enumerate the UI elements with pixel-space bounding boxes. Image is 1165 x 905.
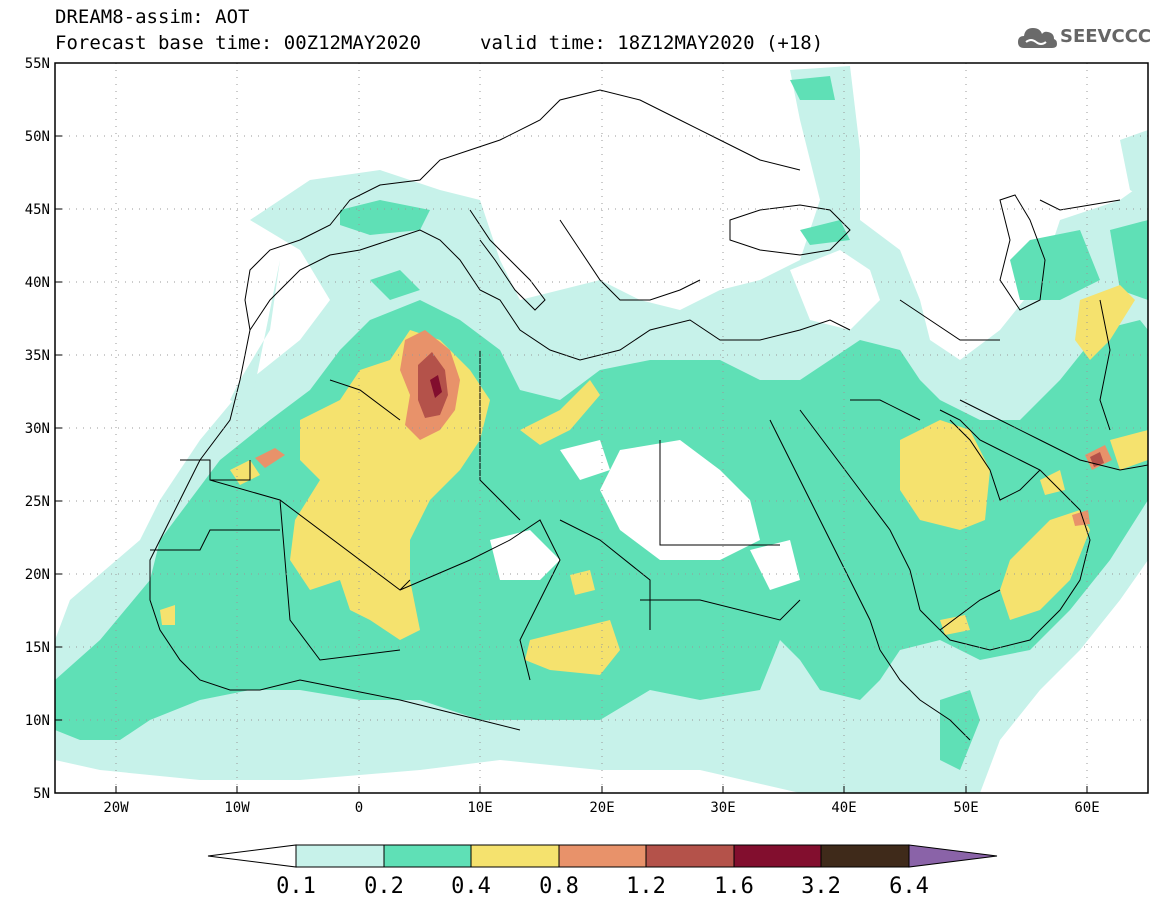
legend-swatch-above xyxy=(908,844,998,868)
legend-swatch xyxy=(383,844,472,868)
legend-swatch xyxy=(470,844,560,868)
lon-label: 20W xyxy=(103,800,129,816)
lon-label: 60E xyxy=(1074,800,1099,816)
longitude-labels: 20W 10W 0 10E 20E 30E 40E 50E 60E xyxy=(103,800,1099,816)
lat-label: 40N xyxy=(25,275,50,291)
legend-label: 1.6 xyxy=(714,874,754,899)
legend-label: 0.1 xyxy=(276,874,316,899)
lon-label: 10E xyxy=(467,800,492,816)
legend-label: 0.8 xyxy=(539,874,579,899)
aot-low-regions xyxy=(490,250,880,590)
legend-swatch xyxy=(733,844,822,868)
lat-label: 10N xyxy=(25,713,50,729)
legend-label: 3.2 xyxy=(801,874,841,899)
color-legend xyxy=(207,844,998,868)
lon-label: 10W xyxy=(224,800,250,816)
valid-time: valid time: 18Z12MAY2020 (+18) xyxy=(480,32,824,54)
lat-label: 45N xyxy=(25,202,50,218)
forecast-base-time: Forecast base time: 00Z12MAY2020 xyxy=(55,32,422,54)
legend-label: 0.2 xyxy=(364,874,404,899)
lat-label: 55N xyxy=(25,56,50,72)
legend-label: 6.4 xyxy=(889,874,929,899)
map-title: DREAM8-assim: AOT xyxy=(55,6,250,28)
lat-label: 50N xyxy=(25,129,50,145)
lon-label: 20E xyxy=(589,800,614,816)
seevccc-logo: SEEVCCC xyxy=(1016,22,1156,54)
coastlines-borders xyxy=(149,89,1148,741)
legend-label: 1.2 xyxy=(626,874,666,899)
lon-label: 50E xyxy=(953,800,978,816)
logo-text: SEEVCCC xyxy=(1060,26,1152,47)
aot-band-1.6 xyxy=(430,375,442,398)
legend-swatch xyxy=(295,844,385,868)
legend-swatch xyxy=(558,844,647,868)
lon-label: 40E xyxy=(831,800,856,816)
latitude-labels: 55N 50N 45N 40N 35N 30N 25N 20N 15N 10N … xyxy=(25,56,50,802)
lat-label: 15N xyxy=(25,640,50,656)
lat-label: 25N xyxy=(25,494,50,510)
lon-label: 30E xyxy=(710,800,735,816)
lat-label: 20N xyxy=(25,567,50,583)
legend-label: 0.4 xyxy=(451,874,491,899)
legend-labels: 0.1 0.2 0.4 0.8 1.2 1.6 3.2 6.4 xyxy=(276,874,929,899)
lat-label: 30N xyxy=(25,421,50,437)
lat-label: 35N xyxy=(25,348,50,364)
graticule xyxy=(55,63,1148,793)
cloud-icon xyxy=(1018,28,1057,48)
legend-swatch xyxy=(645,844,735,868)
legend-swatch-below xyxy=(207,844,297,868)
lat-label: 5N xyxy=(33,786,50,802)
lon-label: 0 xyxy=(355,800,363,816)
legend-swatch xyxy=(820,844,910,868)
axis-ticks xyxy=(55,62,1088,794)
